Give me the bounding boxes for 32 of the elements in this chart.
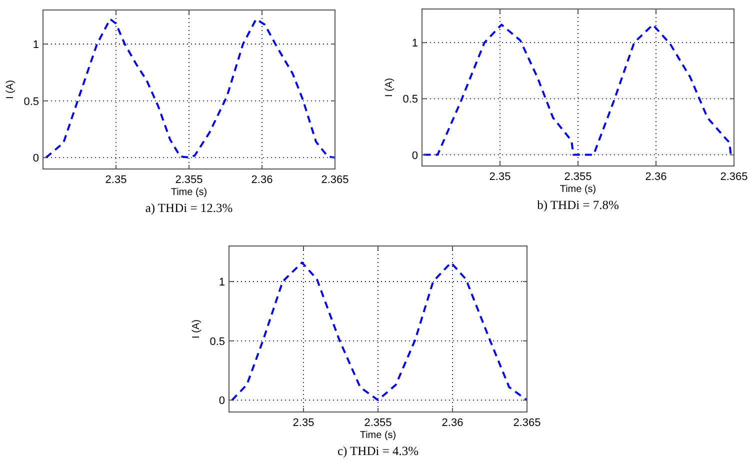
- x-axis-title: Time (s): [560, 184, 596, 195]
- x-tick-label: 2.36: [251, 174, 273, 186]
- x-tick-label: 2.355: [564, 171, 592, 183]
- y-tick-label: 1: [32, 39, 39, 52]
- y-axis-title: I (A): [5, 80, 16, 99]
- x-axis-title: Time (s): [360, 430, 396, 441]
- y-tick-label: 0: [32, 152, 39, 165]
- line-series: [230, 262, 528, 402]
- y-tick-label: 0.5: [24, 96, 39, 108]
- text: b) THDi = 7.8%: [537, 198, 619, 212]
- x-tick-label: 2.36: [442, 417, 464, 429]
- text: c) THDi = 4.3%: [337, 444, 419, 458]
- line-series: [44, 18, 336, 159]
- y-tick-label: 0: [412, 150, 418, 162]
- x-tick-label: 2.365: [720, 171, 748, 183]
- y-axis-title: I (A): [191, 320, 202, 338]
- y-tick-label: 0.5: [210, 336, 225, 348]
- x-axis-title: Time (s): [170, 187, 208, 198]
- x-tick-label: 2.36: [645, 171, 667, 183]
- x-tick-label: 2.35: [105, 174, 127, 186]
- x-tick-label: 2.355: [364, 417, 392, 429]
- x-tick-label: 2.365: [321, 174, 349, 186]
- x-tick-label: 2.355: [175, 174, 203, 186]
- x-tick-label: 2.35: [489, 171, 511, 183]
- y-axis-title: I (A): [384, 78, 395, 97]
- y-tick-label: 0.5: [402, 94, 418, 106]
- x-tick-label: 2.365: [513, 417, 541, 429]
- x-tick-label: 2.35: [292, 417, 314, 429]
- y-tick-label: 1: [218, 276, 225, 289]
- y-tick-label: 0: [218, 395, 225, 408]
- y-tick-label: 1: [412, 38, 418, 50]
- text: a) THDi = 12.3%: [145, 201, 233, 215]
